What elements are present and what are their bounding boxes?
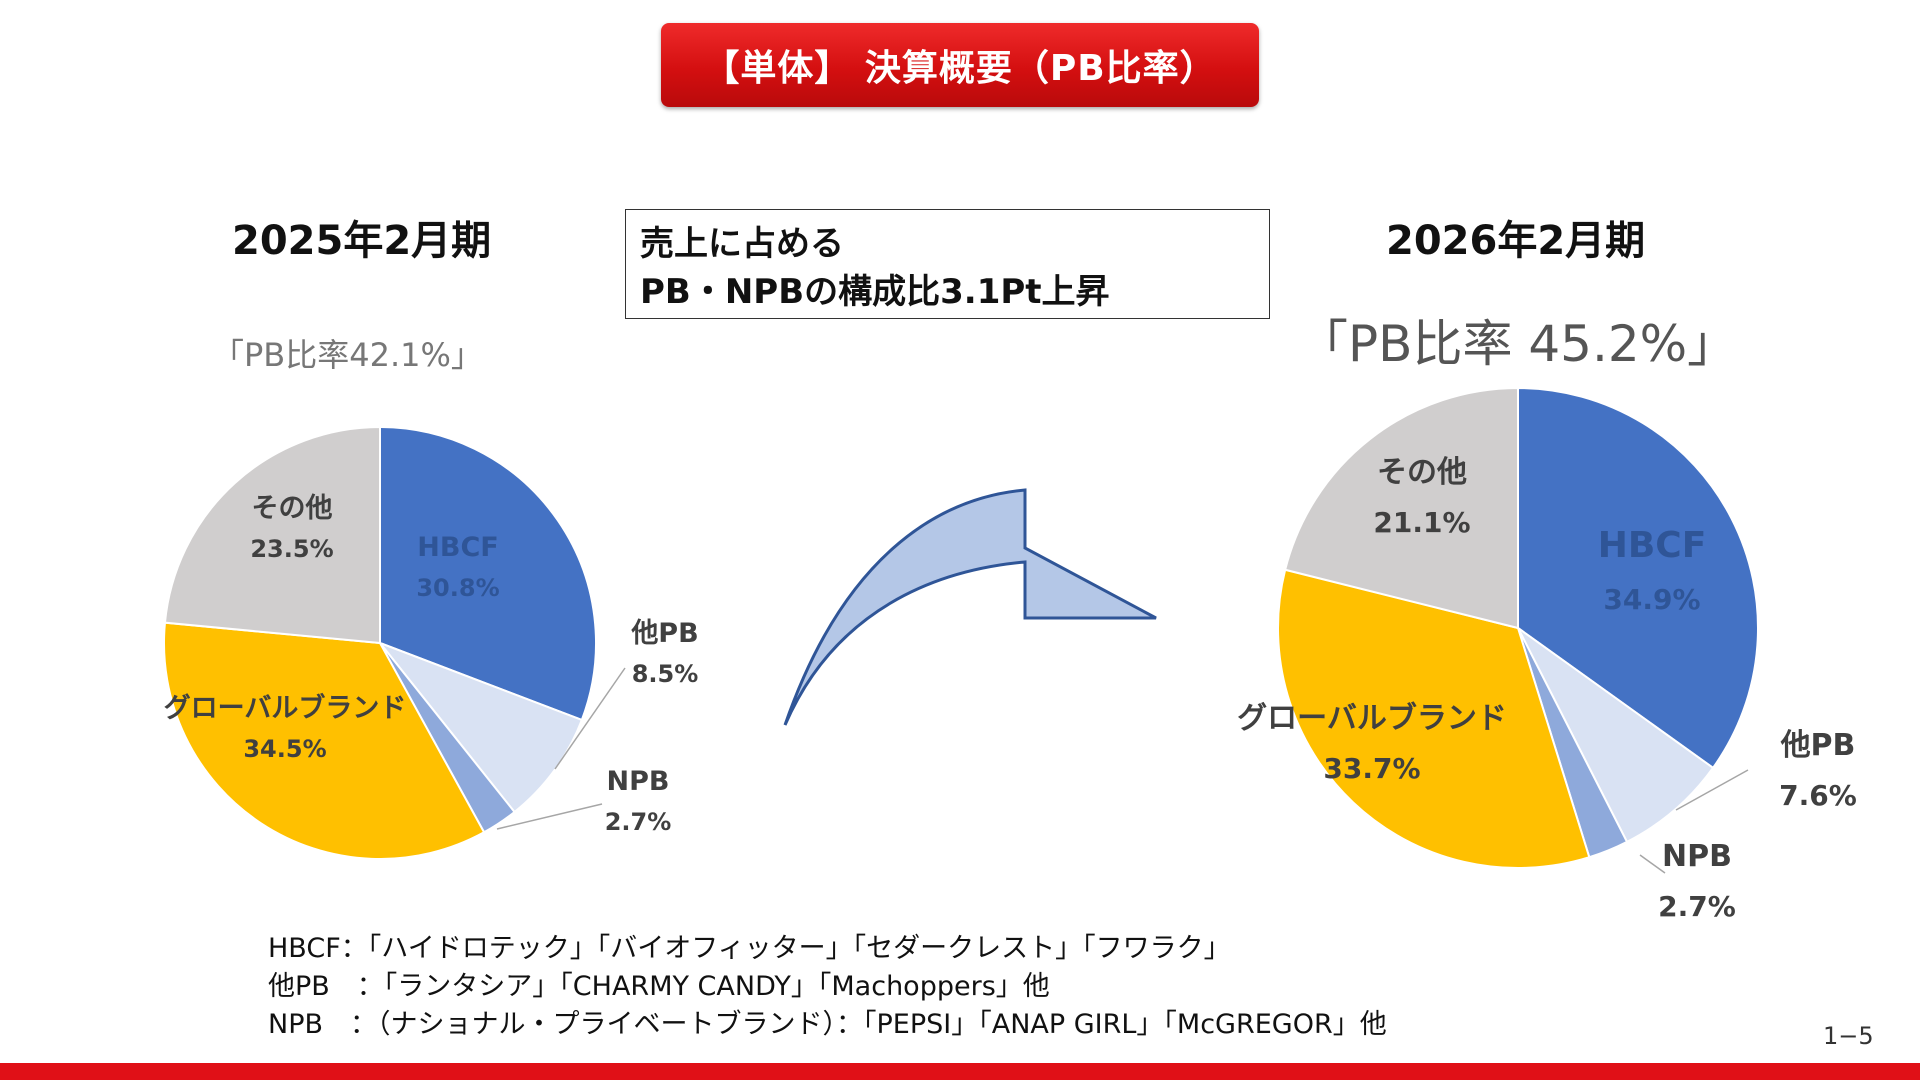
slice-name-label-other-pb: 他PB: [630, 618, 698, 649]
footnote-other-pb: 他PB ：「ランタシア」「CHARMY CANDY」「Machoppers」他: [268, 971, 1050, 1002]
period-2026-label: 2026年2月期: [1386, 218, 1646, 264]
leader-line-other-pb: [554, 667, 626, 770]
slice-value-label-global-brand: 33.7%: [1323, 752, 1420, 785]
slice-value-label-global-brand: 34.5%: [243, 735, 326, 763]
pie-slice-hbcf: [379, 425, 597, 722]
slice-value-label-hbcf: 30.8%: [416, 574, 499, 602]
slice-value-label-others: 23.5%: [250, 535, 333, 563]
slice-value-label-others: 21.1%: [1373, 506, 1470, 539]
slice-value-label-hbcf: 34.9%: [1603, 583, 1700, 616]
slice-value-label-npb: 2.7%: [1658, 890, 1736, 923]
note-line-1: 売上に占める: [640, 224, 844, 264]
pie-chart-2026: HBCF 34.9% 他PB 7.6% NPB 2.7% グローバルブランド 33.7% その他…: [1237, 386, 1857, 923]
pie-slice-other-pb: [376, 640, 584, 814]
pb-ratio-2026: 「PB比率 45.2%」: [1298, 315, 1738, 373]
note-box: 売上に占める PB・NPBの構成比3.1Pt上昇: [625, 209, 1270, 319]
leader-line-npb: [496, 803, 603, 830]
page-number: 1−5: [1823, 1022, 1874, 1050]
pie-chart-2025: HBCF 30.8% 他PB 8.5% NPB 2.7% グローバルブランド 34.5% その他…: [163, 425, 699, 860]
pb-ratio-2025: 「PB比率42.1%」: [212, 336, 483, 374]
pie-slice-hbcf: [1517, 386, 1759, 770]
slice-name-label-npb: NPB: [607, 766, 670, 797]
pie-slice-others: [163, 425, 381, 645]
footnote-npb: NPB ：（ナショナル・プライベートブランド）：「PEPSI」「ANAP GIR…: [268, 1009, 1387, 1040]
period-2025-label: 2025年2月期: [232, 218, 492, 264]
slice-name-label-global-brand: グローバルブランド: [164, 692, 407, 724]
pie-slice-other-pb: [1517, 627, 1715, 844]
footnote-hbcf: HBCF：「ハイドロテック」「バイオフィッター」「セダークレスト」「フワラク」: [268, 933, 1231, 964]
slice-value-label-npb: 2.7%: [605, 808, 672, 836]
slice-name-label-other-pb: 他PB: [1780, 728, 1856, 763]
slice-name-label-others: その他: [252, 493, 333, 524]
slice-name-label-npb: NPB: [1662, 839, 1732, 874]
leader-line-npb: [1639, 854, 1666, 874]
right-arrow-icon: [783, 488, 1157, 726]
pie-slice-global-brand: [163, 621, 486, 860]
page-title: 【単体】 決算概要（PB比率）: [661, 23, 1259, 107]
slice-name-label-global-brand: グローバルブランド: [1237, 701, 1507, 736]
leader-line-other-pb: [1675, 769, 1749, 811]
pie-slice-global-brand: [1277, 568, 1591, 869]
bottom-bar: [0, 1063, 1920, 1080]
slice-name-label-hbcf: HBCF: [417, 532, 498, 563]
slice-name-label-others: その他: [1377, 455, 1467, 490]
slice-value-label-other-pb: 7.6%: [1779, 779, 1857, 812]
pie-slice-others: [1283, 386, 1519, 630]
slice-value-label-other-pb: 8.5%: [632, 660, 699, 688]
slice-name-label-hbcf: HBCF: [1598, 525, 1707, 566]
note-line-2: PB・NPBの構成比3.1Pt上昇: [640, 272, 1110, 312]
